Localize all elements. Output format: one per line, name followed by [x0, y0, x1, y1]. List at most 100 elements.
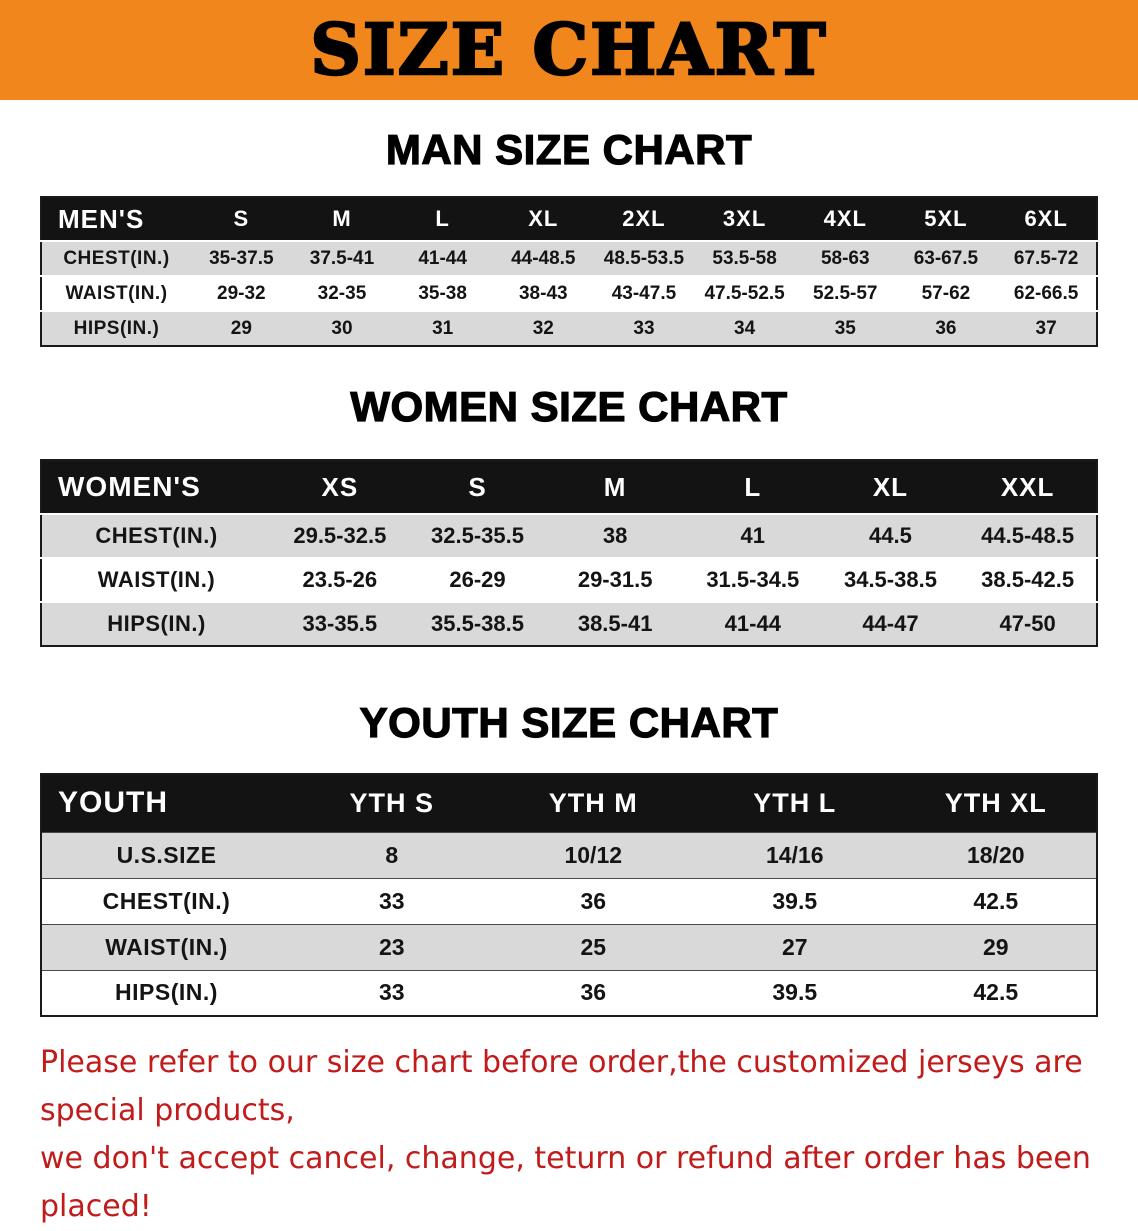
men-header-row: MEN'S S M L XL 2XL 3XL 4XL 5XL 6XL: [41, 197, 1097, 241]
size-value-cell: 57-62: [895, 275, 997, 311]
youth-corner-label: YOUTH: [58, 786, 168, 820]
men-heading: MAN SIZE CHART: [385, 125, 753, 173]
size-value-cell: 8: [291, 831, 493, 878]
size-value-cell: 36: [492, 969, 694, 1016]
size-value-cell: 38-43: [492, 275, 594, 311]
size-value-cell: 39.5: [694, 877, 896, 924]
size-value-cell: 31.5-34.5: [683, 557, 822, 602]
size-value-cell: 26-29: [408, 557, 547, 602]
size-value-cell: 58-63: [794, 240, 896, 276]
youth-heading: YOUTH SIZE CHART: [359, 698, 779, 746]
size-value-cell: 36: [895, 310, 997, 346]
size-value-cell: 38: [546, 513, 684, 558]
size-value-cell: 35: [794, 310, 896, 346]
size-value-cell: 33: [593, 310, 695, 346]
size-value-cell: 36: [492, 877, 694, 924]
row-label: HIPS(IN.): [41, 601, 271, 646]
row-label: HIPS(IN.): [41, 310, 191, 346]
men-size-column-header: 6XL: [1024, 206, 1068, 231]
men-size-column-header: L: [435, 206, 450, 231]
size-value-cell: 29.5-32.5: [271, 513, 409, 558]
size-value-cell: 47-50: [959, 601, 1097, 646]
size-value-cell: 33: [291, 969, 493, 1016]
size-value-cell: 34: [694, 310, 795, 346]
table-row: CHEST(IN.) 35-37.5 37.5-41 41-44 44-48.5 48.5…: [41, 240, 1097, 276]
page-title: SIZE CHART: [309, 8, 828, 91]
row-label: CHEST(IN.): [41, 877, 291, 924]
size-value-cell: 62-66.5: [996, 275, 1097, 311]
size-value-cell: 35.5-38.5: [408, 601, 547, 646]
youth-size-section: YOUTH SIZE CHART YOUTH YTH S YTH M YTH L YTH …: [0, 698, 1138, 1017]
men-table: MEN'S S M L XL 2XL 3XL 4XL 5XL 6XL CHEST(IN.) 35-37…: [40, 196, 1098, 347]
size-value-cell: 32: [492, 310, 594, 346]
size-value-cell: 41-44: [683, 601, 822, 646]
size-value-cell: 27: [694, 923, 896, 970]
size-value-cell: 41: [683, 513, 822, 558]
size-value-cell: 32-35: [291, 275, 393, 311]
table-row: HIPS(IN.) 33-35.5 35.5-38.5 38.5-41 41-44 44-…: [41, 601, 1097, 646]
men-corner-label: MEN'S: [58, 203, 145, 234]
size-value-cell: 47.5-52.5: [694, 275, 795, 311]
women-heading: WOMEN SIZE CHART: [350, 382, 788, 430]
men-size-column-header: M: [332, 206, 352, 231]
row-label: CHEST(IN.): [41, 240, 191, 276]
youth-size-column-header: YTH S: [349, 787, 434, 818]
table-row: U.S.SIZE 8 10/12 14/16 18/20: [41, 831, 1097, 878]
table-row: WAIST(IN.) 29-32 32-35 35-38 38-43 43-47.5 47.…: [41, 275, 1097, 311]
size-value-cell: 10/12: [492, 831, 694, 878]
size-value-cell: 63-67.5: [895, 240, 997, 276]
men-size-column-header: XL: [528, 206, 559, 231]
men-size-column-header: S: [233, 206, 250, 231]
row-label: HIPS(IN.): [41, 969, 291, 1016]
size-value-cell: 43-47.5: [593, 275, 695, 311]
table-row: WAIST(IN.) 23.5-26 26-29 29-31.5 31.5-34.5 34…: [41, 557, 1097, 602]
disclaimer-line-1: Please refer to our size chart before or…: [40, 1045, 1083, 1128]
women-table: WOMEN'S XS S M L XL XXL CHEST(IN.) 29.5-32.5 32.5…: [40, 459, 1098, 647]
table-row: CHEST(IN.) 33 36 39.5 42.5: [41, 877, 1097, 924]
size-value-cell: 33-35.5: [271, 601, 409, 646]
size-value-cell: 52.5-57: [794, 275, 896, 311]
women-corner-label: WOMEN'S: [58, 471, 201, 502]
women-size-column-header: XL: [872, 471, 909, 502]
size-value-cell: 29-31.5: [546, 557, 684, 602]
row-label: CHEST(IN.): [41, 513, 271, 558]
size-value-cell: 33: [291, 877, 493, 924]
disclaimer: Please refer to our size chart before or…: [40, 1039, 1118, 1231]
disclaimer-line-2: we don't accept cancel, change, teturn o…: [40, 1141, 1091, 1224]
women-size-column-header: L: [744, 471, 762, 502]
size-value-cell: 67.5-72: [996, 240, 1097, 276]
men-size-column-header: 2XL: [622, 206, 666, 231]
table-row: CHEST(IN.) 29.5-32.5 32.5-35.5 38 41 44.5 44.5…: [41, 513, 1097, 558]
size-value-cell: 23.5-26: [271, 557, 409, 602]
size-value-cell: 42.5: [895, 877, 1097, 924]
table-row: HIPS(IN.) 29 30 31 32 33 34 35 36 37: [41, 310, 1097, 346]
size-value-cell: 37: [996, 310, 1097, 346]
sections-container: MAN SIZE CHART MEN'S S M L XL 2XL 3XL 4XL 5XL 6XL C…: [0, 125, 1138, 1017]
size-value-cell: 29: [191, 310, 292, 346]
row-label: WAIST(IN.): [41, 275, 191, 311]
size-value-cell: 44.5-48.5: [959, 513, 1097, 558]
row-label: U.S.SIZE: [41, 831, 291, 878]
men-size-column-header: 4XL: [823, 206, 867, 231]
size-value-cell: 29: [895, 923, 1097, 970]
size-value-cell: 35-37.5: [191, 240, 292, 276]
table-row: WAIST(IN.) 23 25 27 29: [41, 923, 1097, 970]
size-value-cell: 48.5-53.5: [593, 240, 695, 276]
size-value-cell: 29-32: [191, 275, 292, 311]
men-size-column-header: 5XL: [924, 206, 968, 231]
size-value-cell: 37.5-41: [291, 240, 393, 276]
size-value-cell: 38.5-42.5: [959, 557, 1097, 602]
row-label: WAIST(IN.): [41, 923, 291, 970]
youth-table: YOUTH YTH S YTH M YTH L YTH XL U.S.SIZE 8 10/12…: [40, 773, 1098, 1017]
table-row: HIPS(IN.) 33 36 39.5 42.5: [41, 969, 1097, 1016]
size-value-cell: 44-47: [821, 601, 960, 646]
men-size-column-header: 3XL: [722, 206, 767, 231]
size-value-cell: 18/20: [895, 831, 1097, 878]
youth-header-row: YOUTH YTH S YTH M YTH L YTH XL: [41, 774, 1097, 832]
youth-size-column-header: YTH M: [548, 787, 638, 818]
size-value-cell: 30: [291, 310, 393, 346]
size-value-cell: 39.5: [694, 969, 896, 1016]
youth-size-column-header: YTH XL: [944, 787, 1047, 818]
women-header-row: WOMEN'S XS S M L XL XXL: [41, 460, 1097, 514]
